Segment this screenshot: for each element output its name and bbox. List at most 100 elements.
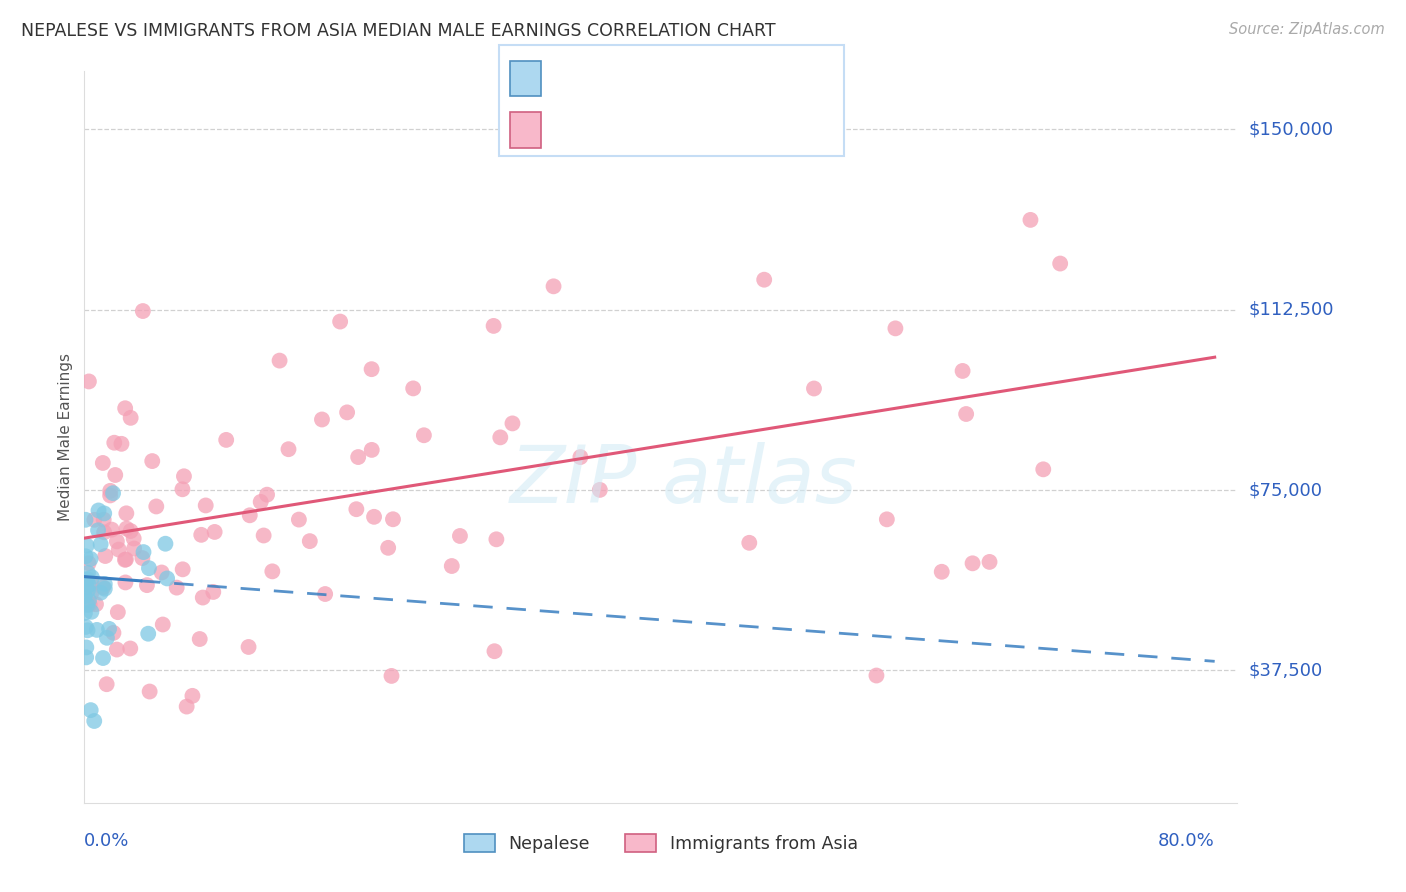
Point [79, 552, 101, 566]
Point [91, 456, 114, 470]
Point [73, 573, 96, 587]
Point [80, 570, 103, 584]
Point [440, 559, 463, 574]
Legend: Nepalese, Immigrants from Asia: Nepalese, Immigrants from Asia [457, 827, 865, 860]
Point [543, 279, 565, 293]
Point [75, 640, 97, 655]
Point [298, 534, 321, 549]
Point [98, 483, 121, 498]
Point [262, 565, 284, 579]
Text: 104: 104 [714, 120, 752, 139]
Point [100, 523, 122, 537]
Point [865, 668, 887, 682]
Point [329, 315, 352, 329]
Point [77, 593, 100, 607]
Point [107, 605, 129, 619]
Point [449, 529, 471, 543]
Point [103, 625, 125, 640]
Point [173, 469, 195, 483]
Point [105, 642, 128, 657]
Point [489, 430, 512, 444]
Point [114, 553, 136, 567]
Point [1032, 462, 1054, 476]
Text: 39: 39 [714, 70, 740, 87]
Point [76, 598, 98, 612]
Point [979, 555, 1001, 569]
Point [380, 669, 402, 683]
Point [75, 620, 97, 634]
Point [277, 442, 299, 457]
Point [172, 562, 194, 576]
Point [141, 454, 163, 468]
Point [77, 578, 100, 592]
Text: R =: R = [553, 120, 586, 139]
Point [91, 580, 114, 594]
Text: $37,500: $37,500 [1249, 662, 1323, 680]
Point [77, 566, 100, 580]
Point [80, 576, 103, 591]
Point [569, 450, 592, 464]
Point [152, 617, 174, 632]
Point [86, 623, 108, 637]
Point [90, 537, 112, 551]
Point [98, 488, 121, 502]
Point [501, 417, 523, 431]
Point [1019, 213, 1042, 227]
Point [93, 507, 115, 521]
Point [377, 541, 399, 555]
Point [347, 450, 370, 464]
Point [238, 640, 260, 654]
Point [76, 581, 98, 595]
Point [249, 495, 271, 509]
Point [83, 714, 105, 728]
Point [132, 304, 155, 318]
Point [256, 488, 278, 502]
Text: N=: N= [686, 120, 714, 139]
Point [77, 583, 100, 598]
Point [91, 651, 114, 665]
Point [132, 545, 155, 559]
Point [96, 631, 118, 645]
Point [412, 428, 434, 442]
Point [156, 571, 179, 585]
Point [80, 605, 103, 619]
Text: -0.027: -0.027 [606, 70, 671, 87]
Point [115, 522, 138, 536]
Text: $75,000: $75,000 [1249, 481, 1323, 499]
Point [754, 273, 776, 287]
Point [114, 401, 136, 416]
Point [79, 598, 101, 612]
Point [105, 534, 128, 549]
Point [202, 585, 225, 599]
Text: ZIP atlas: ZIP atlas [510, 442, 858, 520]
Point [239, 508, 262, 523]
Point [131, 551, 153, 566]
Point [150, 566, 173, 580]
Point [80, 586, 103, 600]
Point [145, 500, 167, 514]
Point [204, 524, 226, 539]
Point [120, 410, 142, 425]
Point [77, 556, 100, 570]
Point [138, 684, 160, 698]
Point [962, 557, 984, 571]
Point [114, 575, 136, 590]
Point [73, 589, 96, 603]
Point [93, 525, 115, 540]
Point [360, 442, 382, 457]
Point [107, 542, 129, 557]
Point [955, 407, 977, 421]
Point [104, 467, 127, 482]
Point [76, 572, 98, 586]
Point [344, 502, 367, 516]
Point [589, 483, 612, 497]
Point [80, 703, 103, 717]
Point [84, 597, 107, 611]
Point [98, 622, 121, 636]
Y-axis label: Median Male Earnings: Median Male Earnings [58, 353, 73, 521]
Point [360, 362, 382, 376]
Point [122, 541, 145, 556]
Point [876, 512, 898, 526]
Point [136, 578, 159, 592]
Point [382, 512, 405, 526]
